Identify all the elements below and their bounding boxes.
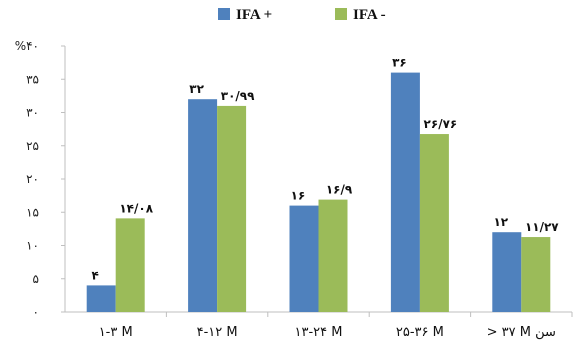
legend-label: IFA -	[353, 7, 386, 23]
bar-ifa-negative	[115, 218, 145, 312]
bar-ifa-positive	[492, 232, 522, 312]
data-label: ۳۰/۹۹	[221, 89, 255, 103]
y-tick-label: ۰	[33, 305, 39, 319]
y-tick-label: ۱۰	[26, 239, 39, 253]
data-labels: ۴ ۱۴/۰۸ ۳۲ ۳۰/۹۹ ۱۶ ۱۶/۹ ۳۶ ۲۶/۷۶ ۱۲ ۱۱/۲۷	[92, 56, 560, 283]
data-label: ۱۶/۹	[326, 183, 353, 197]
data-label: ۱۶	[291, 189, 306, 203]
y-tick-label: ۲۵	[26, 139, 39, 153]
data-label: ۱۱/۲۷	[525, 220, 559, 234]
y-tick-label: ۱۵	[26, 205, 39, 219]
y-tick-label: ۳۵	[26, 72, 39, 86]
legend-swatch	[335, 8, 347, 20]
y-tick-label: ۳۰	[26, 106, 39, 120]
chart-legend: IFA + IFA -	[218, 7, 386, 23]
data-label: ۱۲	[493, 215, 508, 229]
y-tick-label: ۲۰	[26, 172, 39, 186]
x-tick-label: > ۳۷ M سن	[487, 325, 556, 340]
bar-ifa-negative	[419, 134, 449, 312]
data-label: ۲۶/۷۶	[424, 117, 458, 131]
x-axis: ۱-۳ M ۴-۱۲ M ۱۳-۲۴ M ۲۵-۳۶ M > ۳۷ M سن	[65, 311, 573, 340]
x-tick-label: ۲۵-۳۶ M	[396, 325, 444, 340]
y-tick-label: ۵	[33, 272, 39, 286]
bars	[86, 72, 551, 312]
x-tick-label: ۱-۳ M	[99, 325, 133, 340]
data-label: ۴	[92, 268, 99, 282]
bar-ifa-positive	[390, 72, 420, 312]
x-tick-label: ۱۳-۲۴ M	[295, 325, 343, 340]
data-label: ۳۲	[189, 82, 204, 96]
bar-ifa-positive	[86, 285, 116, 312]
y-tick-label: %۴۰	[15, 39, 39, 53]
bar-ifa-negative	[217, 105, 247, 312]
bar-ifa-positive	[289, 205, 319, 312]
y-axis: ۰ ۵ ۱۰ ۱۵ ۲۰ ۲۵ ۳۰ ۳۵ %۴۰	[15, 39, 66, 319]
bar-ifa-negative	[318, 199, 348, 312]
bar-ifa-positive	[188, 99, 218, 312]
legend-swatch	[218, 8, 230, 20]
x-tick-label: ۴-۱۲ M	[197, 325, 238, 340]
data-label: ۱۴/۰۸	[119, 201, 153, 215]
legend-label: IFA +	[236, 7, 272, 23]
bar-ifa-negative	[521, 237, 551, 312]
data-label: ۳۶	[392, 56, 407, 70]
